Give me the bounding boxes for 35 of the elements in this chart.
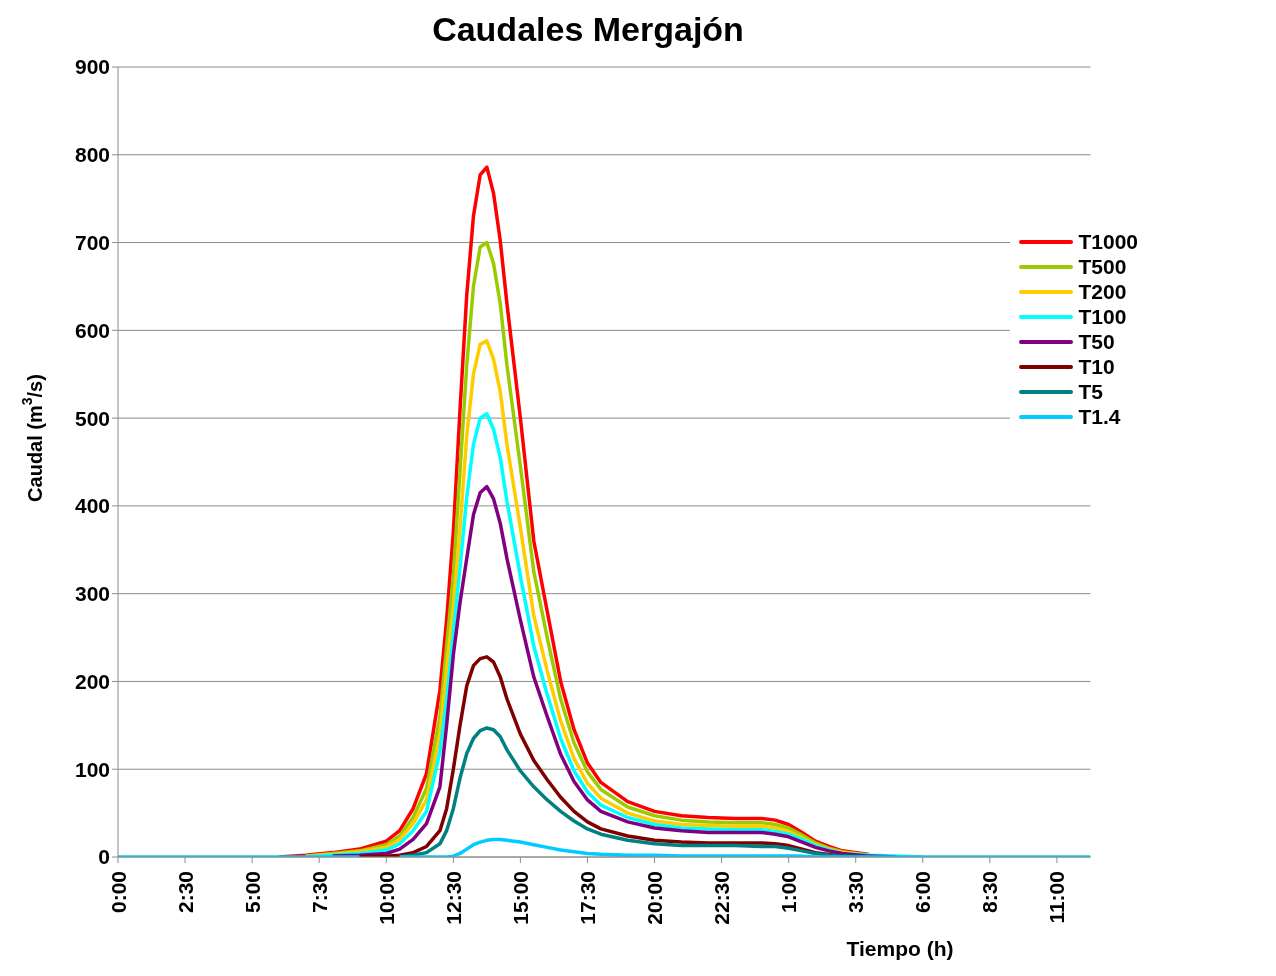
legend-label: T10 [1078, 354, 1115, 378]
x-axis-title: Tiempo (h) [846, 937, 954, 960]
x-tick-label: 22:30 [710, 871, 734, 925]
x-tick-label: 3:30 [844, 871, 868, 914]
y-tick-label: 800 [74, 143, 110, 167]
y-tick-label: 400 [74, 494, 110, 518]
y-tick-label: 200 [74, 669, 110, 693]
y-tick-label: 900 [74, 55, 110, 79]
x-tick-label: 12:30 [441, 871, 465, 925]
legend-label: T500 [1078, 254, 1127, 278]
x-tick-label: 0:00 [106, 871, 130, 914]
x-tick-label: 10:00 [374, 871, 398, 925]
x-tick-label: 6:00 [911, 871, 935, 914]
legend-label: T1.4 [1078, 404, 1121, 428]
x-tick-label: 2:30 [173, 871, 197, 914]
y-tick-label: 700 [74, 231, 110, 255]
legend-label: T50 [1078, 329, 1115, 353]
x-tick-label: 11:00 [1045, 871, 1069, 924]
y-tick-label: 100 [74, 757, 110, 781]
x-tick-label: 5:00 [240, 871, 264, 914]
y-tick-label: 0 [98, 845, 110, 869]
x-tick-label: 7:30 [307, 871, 331, 914]
x-tick-label: 20:00 [643, 871, 667, 925]
chart-title: Caudales Mergajón [431, 10, 745, 49]
legend-label: T100 [1078, 304, 1127, 328]
y-tick-label: 500 [74, 406, 110, 430]
y-tick-label: 300 [74, 582, 110, 606]
x-tick-label: 17:30 [575, 871, 599, 925]
legend-label: T1000 [1078, 229, 1138, 253]
legend-label: T200 [1078, 279, 1127, 303]
x-tick-label: 15:00 [508, 871, 532, 925]
legend-label: T5 [1078, 379, 1103, 403]
y-tick-label: 600 [74, 318, 110, 342]
x-tick-label: 8:30 [978, 871, 1002, 914]
x-tick-label: 1:00 [777, 871, 801, 914]
